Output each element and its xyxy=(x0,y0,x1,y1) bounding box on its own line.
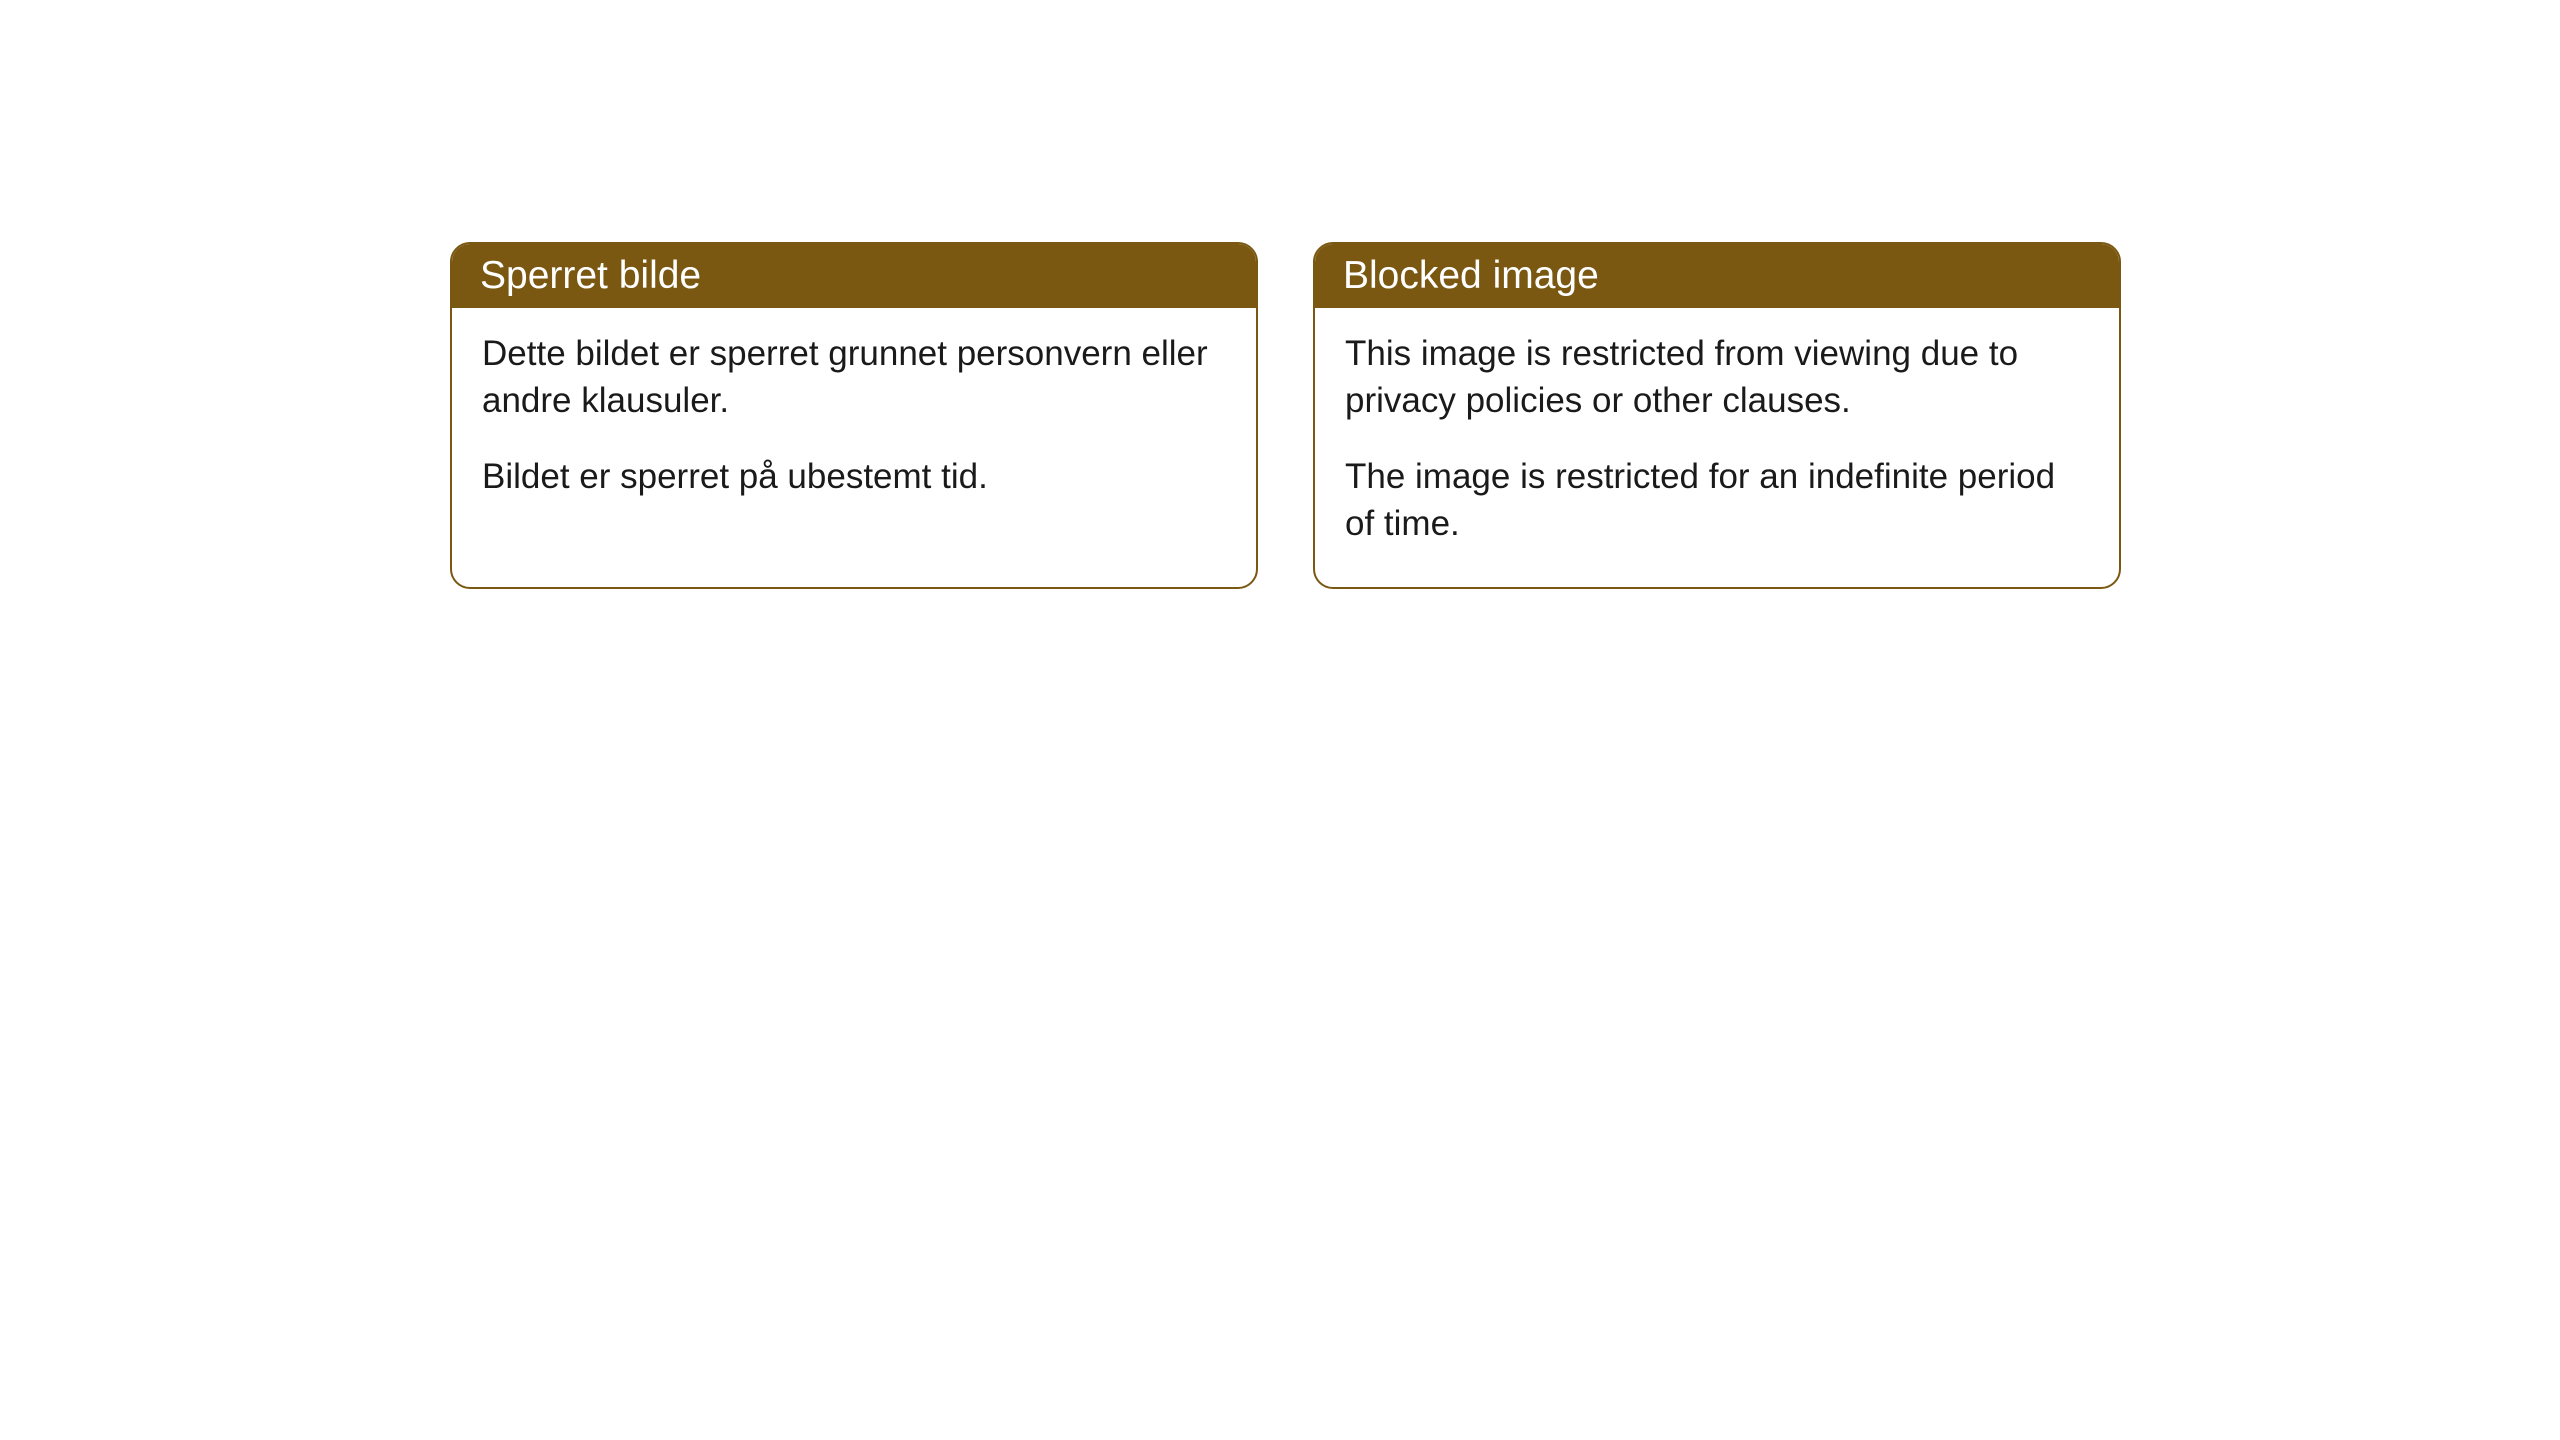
card-paragraph-no-2: Bildet er sperret på ubestemt tid. xyxy=(482,453,1226,500)
cards-container: Sperret bilde Dette bildet er sperret gr… xyxy=(0,0,2560,589)
blocked-image-card-en: Blocked image This image is restricted f… xyxy=(1313,242,2121,589)
card-paragraph-en-1: This image is restricted from viewing du… xyxy=(1345,330,2089,425)
card-paragraph-en-2: The image is restricted for an indefinit… xyxy=(1345,453,2089,548)
blocked-image-card-no: Sperret bilde Dette bildet er sperret gr… xyxy=(450,242,1258,589)
card-title-no: Sperret bilde xyxy=(480,254,701,297)
card-header-en: Blocked image xyxy=(1315,244,2119,308)
card-body-no: Dette bildet er sperret grunnet personve… xyxy=(452,308,1256,540)
card-paragraph-no-1: Dette bildet er sperret grunnet personve… xyxy=(482,330,1226,425)
card-header-no: Sperret bilde xyxy=(452,244,1256,308)
card-body-en: This image is restricted from viewing du… xyxy=(1315,308,2119,587)
card-title-en: Blocked image xyxy=(1343,254,1599,297)
